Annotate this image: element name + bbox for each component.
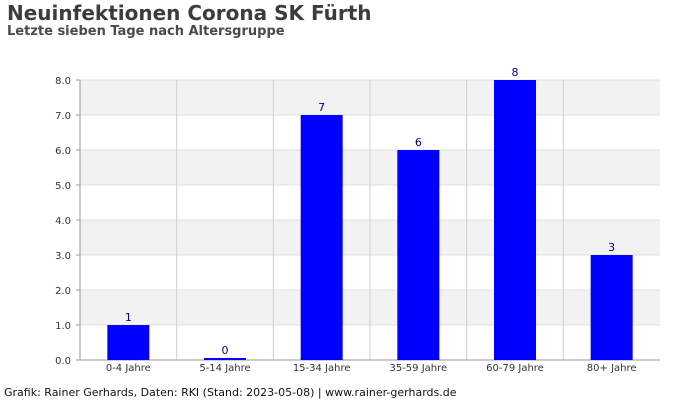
y-tick-label: 1.0 <box>55 321 71 332</box>
bar-value-label: 1 <box>125 311 132 324</box>
bar <box>397 150 440 360</box>
y-tick-label: 0.0 <box>55 356 71 367</box>
y-tick-label: 3.0 <box>55 251 71 262</box>
bar-value-label: 3 <box>608 241 615 254</box>
chart-subtitle: Letzte sieben Tage nach Altersgruppe <box>7 24 285 39</box>
y-tick-label: 2.0 <box>55 286 71 297</box>
x-tick-label: 0-4 Jahre <box>106 363 151 374</box>
bar-value-label: 7 <box>318 101 325 114</box>
bar <box>204 358 246 360</box>
bar <box>107 325 150 360</box>
footer-credit: Grafik: Rainer Gerhards, Daten: RKI (Sta… <box>4 386 457 399</box>
x-tick-label: 5-14 Jahre <box>199 363 250 374</box>
x-tick-label: 80+ Jahre <box>587 363 637 374</box>
x-tick-label: 60-79 Jahre <box>486 363 544 374</box>
bar <box>590 255 633 360</box>
y-tick-label: 5.0 <box>55 181 71 192</box>
bar <box>494 80 536 360</box>
x-tick-label: 15-34 Jahre <box>293 363 351 374</box>
x-tick-label: 35-59 Jahre <box>389 363 447 374</box>
chart-title: Neuinfektionen Corona SK Fürth <box>7 1 372 25</box>
y-tick-label: 8.0 <box>55 76 71 87</box>
bar-value-label: 0 <box>222 344 229 357</box>
y-tick-label: 6.0 <box>55 146 71 157</box>
bar-value-label: 6 <box>415 136 422 149</box>
y-tick-label: 4.0 <box>55 216 71 227</box>
bar-value-label: 8 <box>512 66 519 79</box>
y-tick-label: 7.0 <box>55 111 71 122</box>
bar <box>300 115 343 360</box>
